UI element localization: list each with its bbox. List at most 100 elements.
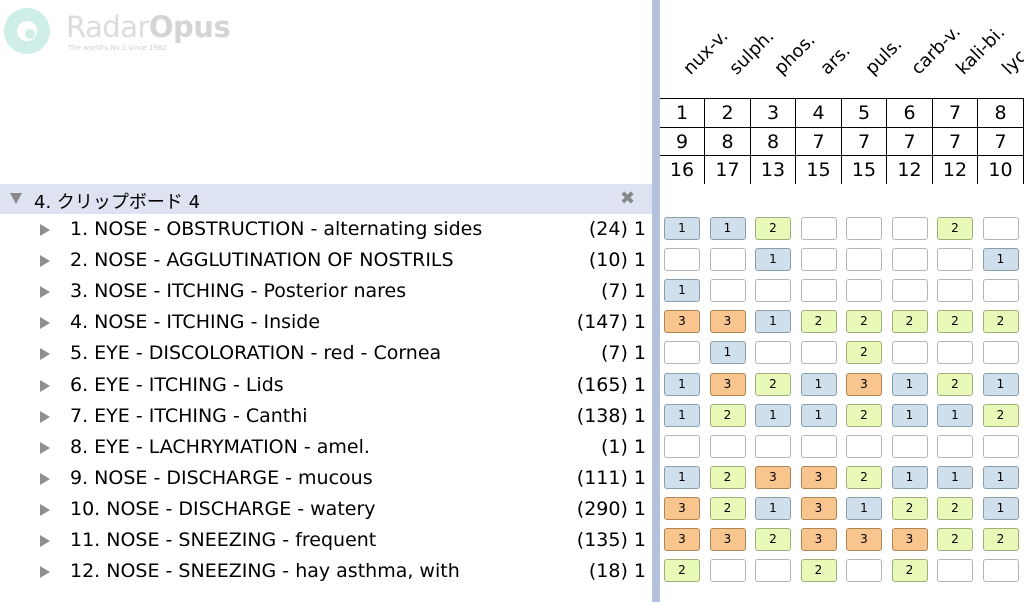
grade-cell[interactable] (982, 434, 1019, 458)
grade-cell[interactable] (891, 217, 928, 240)
rubric-row[interactable]: 3. NOSE - ITCHING - Posterior nares (7) 1 (0, 277, 652, 308)
grade-cell[interactable] (709, 559, 746, 583)
close-icon[interactable]: ✖ (620, 188, 636, 209)
grade-cell[interactable] (891, 434, 928, 458)
grade-cell[interactable]: 2 (664, 559, 700, 583)
grade-cell[interactable]: 1 (846, 496, 882, 520)
grade-cell[interactable]: 3 (664, 310, 700, 334)
remedy-name[interactable]: phos. (770, 29, 820, 79)
grade-cell[interactable]: 3 (709, 372, 746, 396)
grade-cell[interactable]: 1 (800, 403, 837, 427)
grade-cell[interactable]: 3 (846, 372, 882, 396)
remedy-name[interactable]: nux-v. (679, 25, 733, 79)
rubric-row[interactable]: 11. NOSE - SNEEZING - frequent (135) 1 (0, 526, 652, 557)
grade-cell[interactable]: 3 (755, 465, 791, 489)
grade-cell[interactable] (755, 341, 791, 365)
grade-cell[interactable] (937, 341, 973, 365)
grade-cell[interactable]: 1 (709, 217, 746, 240)
grade-cell[interactable]: 1 (891, 465, 928, 489)
grade-cell[interactable] (846, 217, 882, 240)
grade-cell[interactable]: 2 (891, 559, 928, 583)
grade-cell[interactable] (800, 279, 837, 303)
grade-cell[interactable] (937, 248, 973, 272)
grade-cell[interactable] (800, 248, 837, 272)
remedy-name[interactable]: puls. (861, 33, 907, 79)
grade-cell[interactable]: 1 (755, 248, 791, 272)
rubric-row[interactable]: 1. NOSE - OBSTRUCTION - alternating side… (0, 215, 652, 246)
grade-cell[interactable]: 2 (709, 403, 746, 427)
grade-cell[interactable] (982, 559, 1019, 583)
remedy-name[interactable]: carb-v. (906, 21, 965, 79)
grade-cell[interactable]: 2 (937, 310, 973, 334)
expand-triangle-icon[interactable] (40, 255, 50, 268)
grade-cell[interactable] (937, 279, 973, 303)
expand-triangle-icon[interactable] (40, 317, 50, 330)
expand-triangle-icon[interactable] (40, 379, 50, 392)
grade-cell[interactable]: 1 (800, 372, 837, 396)
grade-cell[interactable] (846, 279, 882, 303)
expand-triangle-icon[interactable] (40, 348, 50, 361)
grade-cell[interactable]: 2 (709, 465, 746, 489)
pane-splitter[interactable] (652, 0, 660, 602)
grade-cell[interactable] (982, 341, 1019, 365)
expand-triangle-icon[interactable] (40, 410, 50, 423)
rubric-row[interactable]: 8. EYE - LACHRYMATION - amel. (1) 1 (0, 433, 652, 464)
grade-cell[interactable]: 2 (755, 528, 791, 551)
grade-cell[interactable] (937, 559, 973, 583)
expand-triangle-icon[interactable] (40, 535, 50, 547)
grade-cell[interactable]: 2 (982, 528, 1019, 551)
rubric-row[interactable]: 10. NOSE - DISCHARGE - watery (290) 1 (0, 495, 652, 526)
grade-cell[interactable] (709, 248, 746, 272)
grade-cell[interactable]: 3 (800, 528, 837, 551)
grade-cell[interactable]: 2 (982, 310, 1019, 334)
grade-cell[interactable] (664, 434, 700, 458)
expand-triangle-icon[interactable] (40, 472, 50, 485)
grade-cell[interactable] (800, 217, 837, 240)
rubric-row[interactable]: 4. NOSE - ITCHING - Inside (147) 1 (0, 308, 652, 339)
grade-cell[interactable] (982, 279, 1019, 303)
grade-cell[interactable]: 1 (937, 403, 973, 427)
clipboard-header[interactable]: 4. クリップボード 4 ✖ (0, 184, 652, 214)
remedy-name[interactable]: lyc. (997, 42, 1024, 79)
grade-cell[interactable]: 3 (800, 496, 837, 520)
grade-cell[interactable] (709, 279, 746, 303)
grade-cell[interactable]: 1 (709, 341, 746, 365)
grade-cell[interactable] (664, 341, 700, 365)
grade-cell[interactable]: 2 (846, 341, 882, 365)
grade-cell[interactable]: 2 (891, 310, 928, 334)
grade-cell[interactable]: 2 (937, 217, 973, 240)
grade-cell[interactable]: 1 (664, 217, 700, 240)
grade-cell[interactable]: 1 (664, 465, 700, 489)
grade-cell[interactable] (982, 217, 1019, 240)
grade-cell[interactable] (846, 559, 882, 583)
grade-cell[interactable] (755, 559, 791, 583)
grade-cell[interactable] (800, 341, 837, 365)
remedy-name[interactable]: sulph. (724, 25, 778, 79)
grade-cell[interactable]: 2 (755, 217, 791, 240)
grade-cell[interactable]: 3 (891, 528, 928, 551)
expand-triangle-icon[interactable] (10, 193, 22, 204)
grade-cell[interactable]: 1 (755, 310, 791, 334)
grade-cell[interactable]: 2 (891, 496, 928, 520)
grade-cell[interactable]: 1 (982, 496, 1019, 520)
grade-cell[interactable] (891, 341, 928, 365)
grade-cell[interactable]: 3 (800, 465, 837, 489)
grade-cell[interactable]: 1 (982, 248, 1019, 272)
rubric-row[interactable]: 2. NOSE - AGGLUTINATION OF NOSTRILS (10) … (0, 246, 652, 277)
grade-cell[interactable]: 3 (709, 528, 746, 551)
grade-cell[interactable]: 2 (755, 372, 791, 396)
grade-cell[interactable] (846, 434, 882, 458)
grade-cell[interactable] (937, 434, 973, 458)
remedy-name[interactable]: kali-bi. (952, 21, 1010, 79)
remedy-name[interactable]: ars. (815, 40, 855, 79)
grade-cell[interactable]: 3 (709, 310, 746, 334)
grade-cell[interactable]: 3 (664, 528, 700, 551)
grade-cell[interactable] (664, 248, 700, 272)
grade-cell[interactable]: 2 (846, 403, 882, 427)
grade-cell[interactable]: 1 (755, 496, 791, 520)
grade-cell[interactable]: 1 (937, 465, 973, 489)
grade-cell[interactable]: 1 (664, 279, 700, 303)
grade-cell[interactable]: 3 (664, 496, 700, 520)
grade-cell[interactable]: 2 (846, 310, 882, 334)
grade-cell[interactable]: 1 (982, 372, 1019, 396)
